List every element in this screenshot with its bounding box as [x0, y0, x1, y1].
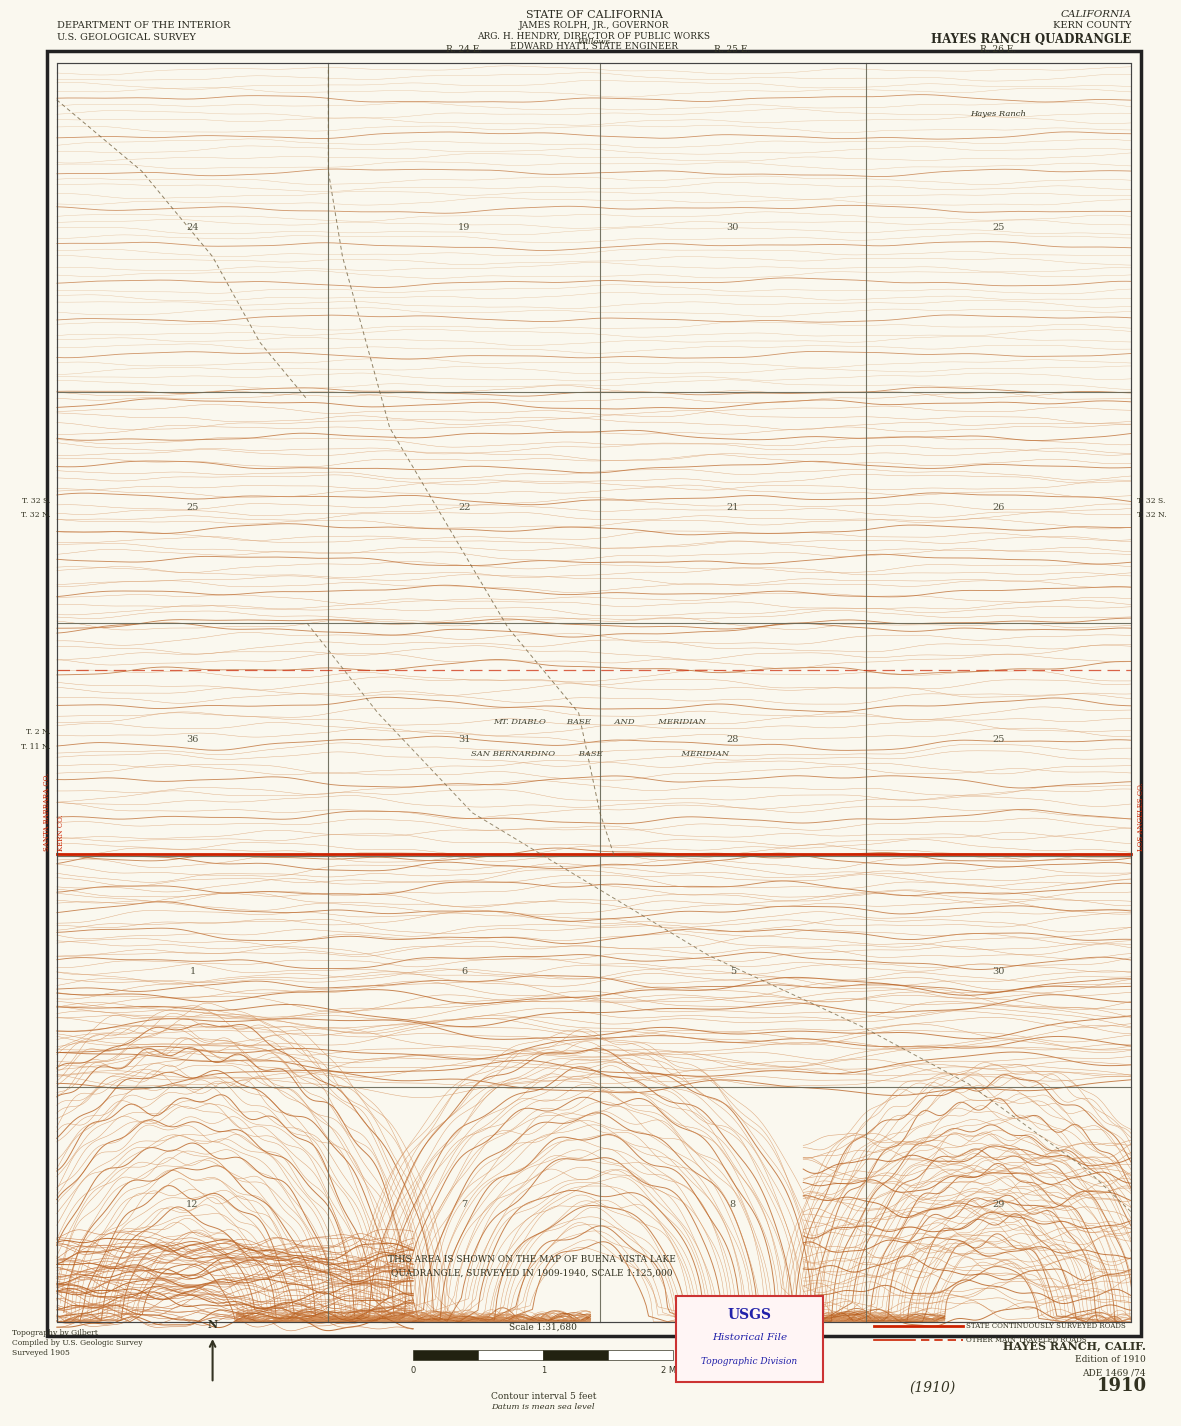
- Text: T. 32 S.: T. 32 S.: [1137, 496, 1166, 505]
- Text: QUADRANGLE, SURVEYED IN 1909-1940, SCALE 1:125,000: QUADRANGLE, SURVEYED IN 1909-1940, SCALE…: [391, 1269, 672, 1278]
- Text: STATE CONTINUOUSLY SURVEYED ROADS: STATE CONTINUOUSLY SURVEYED ROADS: [966, 1322, 1125, 1330]
- Text: R. 24 E.: R. 24 E.: [446, 46, 482, 54]
- Bar: [413, 1350, 478, 1360]
- Text: HAYES RANCH, CALIF.: HAYES RANCH, CALIF.: [1003, 1340, 1146, 1352]
- Text: 22: 22: [458, 503, 470, 512]
- Text: KERN COUNTY: KERN COUNTY: [1052, 21, 1131, 30]
- Text: 7: 7: [461, 1199, 468, 1209]
- Text: 25: 25: [187, 503, 198, 512]
- Bar: [608, 1350, 673, 1360]
- Text: T. 2 N.: T. 2 N.: [26, 729, 51, 736]
- Text: Historical File: Historical File: [712, 1333, 787, 1342]
- Text: 36: 36: [187, 734, 198, 744]
- Text: 12: 12: [187, 1199, 198, 1209]
- Text: OTHER MAIN TRAVELED ROADS: OTHER MAIN TRAVELED ROADS: [966, 1336, 1087, 1345]
- Text: 19: 19: [458, 222, 470, 232]
- Text: 0: 0: [411, 1366, 416, 1375]
- Text: DEPARTMENT OF THE INTERIOR: DEPARTMENT OF THE INTERIOR: [57, 21, 230, 30]
- Bar: [57, 63, 1131, 1322]
- Text: KERN CO.: KERN CO.: [57, 814, 65, 851]
- Text: 21: 21: [726, 503, 739, 512]
- Text: 25: 25: [992, 222, 1005, 232]
- Text: HAYES RANCH QUADRANGLE: HAYES RANCH QUADRANGLE: [931, 33, 1131, 46]
- Text: T. 11 N.: T. 11 N.: [21, 743, 51, 750]
- Text: 6: 6: [461, 967, 468, 975]
- Bar: [676, 1296, 823, 1382]
- Text: USGS: USGS: [727, 1308, 771, 1322]
- Text: Compiled by U.S. Geologic Survey: Compiled by U.S. Geologic Survey: [12, 1339, 142, 1348]
- Text: CALIFORNIA: CALIFORNIA: [1061, 10, 1131, 19]
- Text: Datum is mean sea level: Datum is mean sea level: [491, 1403, 595, 1412]
- Text: Willows: Willows: [578, 37, 611, 46]
- Text: (1910): (1910): [909, 1380, 957, 1395]
- Bar: [478, 1350, 543, 1360]
- Text: STATE OF CALIFORNIA: STATE OF CALIFORNIA: [526, 10, 663, 20]
- Text: 1910: 1910: [1097, 1376, 1147, 1395]
- Text: 30: 30: [726, 222, 739, 232]
- Text: 25: 25: [992, 734, 1005, 744]
- Text: ADE 1469 /74: ADE 1469 /74: [1082, 1369, 1146, 1378]
- Text: 24: 24: [187, 222, 198, 232]
- Text: SANTA BARBARA CO.: SANTA BARBARA CO.: [43, 773, 51, 851]
- Text: N: N: [208, 1319, 217, 1330]
- Bar: [57, 63, 1131, 1322]
- Bar: [543, 1350, 608, 1360]
- Text: Scale 1:31,680: Scale 1:31,680: [509, 1323, 578, 1332]
- Text: LOS ANGELES CO.: LOS ANGELES CO.: [1137, 783, 1146, 851]
- Text: R. 26 E.: R. 26 E.: [980, 46, 1016, 54]
- Text: R. 25 E.: R. 25 E.: [715, 46, 750, 54]
- Text: 8: 8: [730, 1199, 736, 1209]
- Text: T. 32 N.: T. 32 N.: [1137, 511, 1167, 519]
- Text: Hayes Ranch: Hayes Ranch: [970, 110, 1026, 118]
- Text: T. 32 S.: T. 32 S.: [22, 496, 51, 505]
- Text: ARG. H. HENDRY, DIRECTOR OF PUBLIC WORKS: ARG. H. HENDRY, DIRECTOR OF PUBLIC WORKS: [477, 31, 711, 40]
- Text: 30: 30: [992, 967, 1005, 975]
- Text: 31: 31: [458, 734, 470, 744]
- Text: EDWARD HYATT, STATE ENGINEER: EDWARD HYATT, STATE ENGINEER: [510, 41, 678, 50]
- Text: MT. DIABLO        BASE         AND         MERIDIAN: MT. DIABLO BASE AND MERIDIAN: [494, 719, 706, 726]
- Text: JAMES ROLPH, JR., GOVERNOR: JAMES ROLPH, JR., GOVERNOR: [518, 21, 670, 30]
- Text: 26: 26: [992, 503, 1005, 512]
- Text: 1: 1: [189, 967, 196, 975]
- Text: 28: 28: [726, 734, 739, 744]
- Text: Topographic Division: Topographic Division: [702, 1356, 797, 1366]
- Text: U.S. GEOLOGICAL SURVEY: U.S. GEOLOGICAL SURVEY: [57, 33, 196, 41]
- Text: THIS AREA IS SHOWN ON THE MAP OF BUENA VISTA LAKE: THIS AREA IS SHOWN ON THE MAP OF BUENA V…: [387, 1255, 676, 1263]
- Text: Contour interval 5 feet: Contour interval 5 feet: [490, 1392, 596, 1400]
- Text: SAN BERNARDINO         BASE                              MERIDIAN: SAN BERNARDINO BASE MERIDIAN: [471, 750, 729, 757]
- Text: 5: 5: [730, 967, 736, 975]
- Text: T. 32 N.: T. 32 N.: [21, 511, 51, 519]
- Text: 2 Mile: 2 Mile: [660, 1366, 686, 1375]
- Text: Edition of 1910: Edition of 1910: [1075, 1355, 1146, 1363]
- Text: 1: 1: [541, 1366, 546, 1375]
- Text: 29: 29: [992, 1199, 1005, 1209]
- Text: Topography by Gilbert: Topography by Gilbert: [12, 1329, 98, 1338]
- Text: Surveyed 1905: Surveyed 1905: [12, 1349, 70, 1358]
